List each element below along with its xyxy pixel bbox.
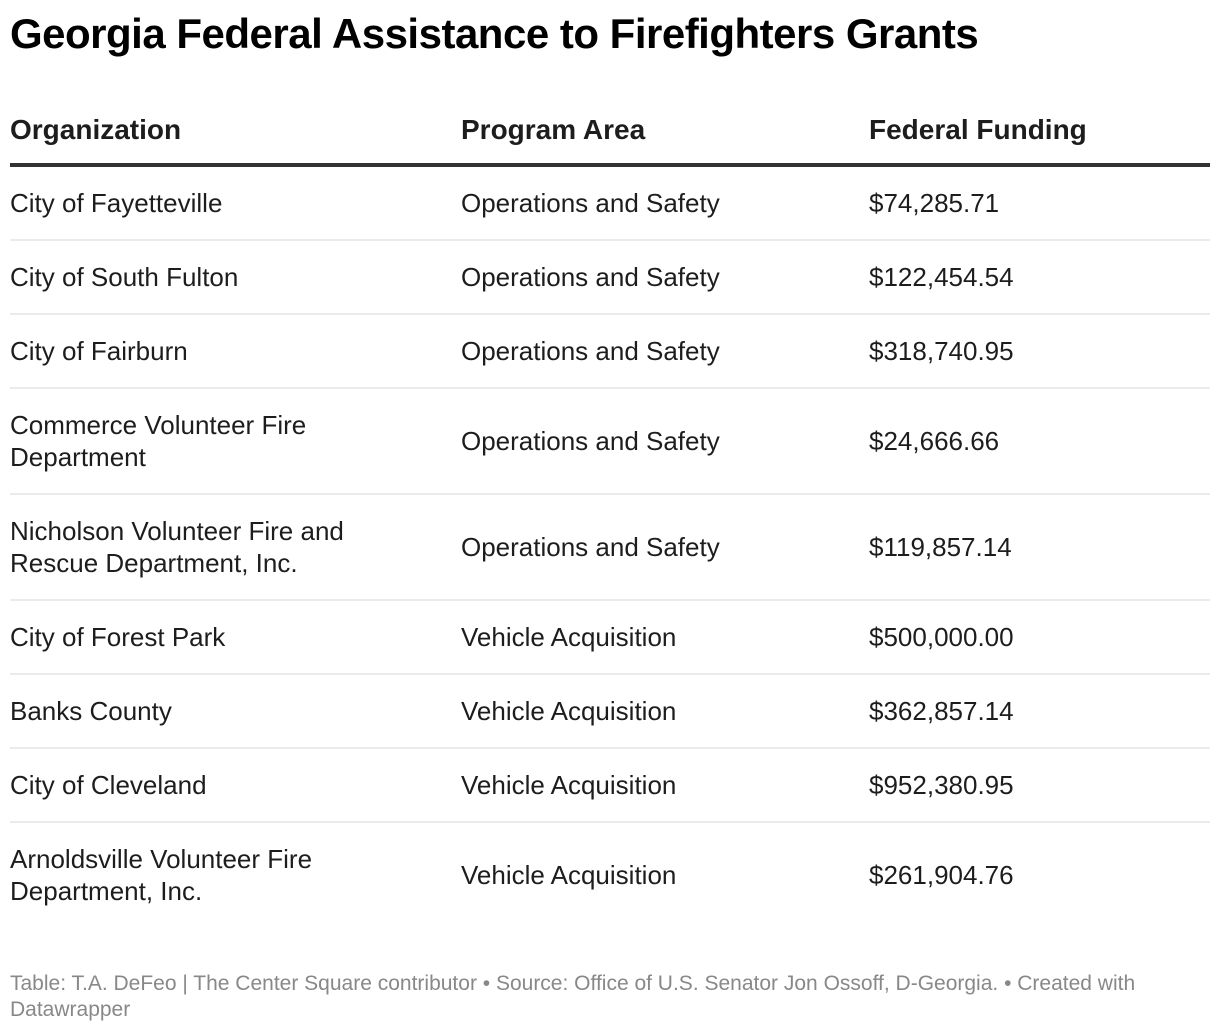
organization-cell: City of Fairburn xyxy=(10,314,461,389)
funding-cell: $261,904.76 xyxy=(869,860,1014,890)
funding-cell: $74,285.71 xyxy=(869,165,1210,241)
organization-cell: City of South Fulton xyxy=(10,240,461,315)
organization-cell: City of Fayetteville xyxy=(10,165,461,241)
program-area-cell: Operations and Safety xyxy=(461,165,869,241)
table-row: Commerce Volunteer Fire Department Opera… xyxy=(10,388,1210,495)
table-header-row: Organization Program Area Federal Fundin… xyxy=(10,105,1210,167)
funding-cell: $318,740.95 xyxy=(869,314,1210,389)
table-row: City of South Fulton Operations and Safe… xyxy=(10,240,1210,315)
program-area-cell: Operations and Safety xyxy=(461,314,869,389)
organization-cell: City of Cleveland xyxy=(10,748,461,823)
program-area-cell: Operations and Safety xyxy=(461,494,869,601)
chart-title: Georgia Federal Assistance to Firefighte… xyxy=(10,10,979,57)
table-row: Arnoldsville Volunteer Fire Department, … xyxy=(10,822,1210,927)
column-header-program-area[interactable]: Program Area xyxy=(461,105,869,167)
funding-cell: $952,380.95 xyxy=(869,748,1210,823)
source-footer: Table: T.A. DeFeo | The Center Square co… xyxy=(10,972,1136,1021)
funding-cell: $122,454.54 xyxy=(869,240,1210,315)
organization-cell: Nicholson Volunteer Fire and Rescue Depa… xyxy=(10,494,461,601)
funding-cell: $119,857.14 xyxy=(869,494,1210,601)
grants-table: Organization Program Area Federal Fundin… xyxy=(10,105,1210,927)
organization-cell: Arnoldsville Volunteer Fire Department, … xyxy=(10,844,313,906)
table-row: City of Forest Park Vehicle Acquisition … xyxy=(10,600,1210,675)
column-header-organization[interactable]: Organization xyxy=(10,105,461,167)
program-area-cell: Vehicle Acquisition xyxy=(461,748,869,823)
program-area-cell: Operations and Safety xyxy=(461,388,869,495)
table-row: City of Fayetteville Operations and Safe… xyxy=(10,165,1210,241)
table-row: Nicholson Volunteer Fire and Rescue Depa… xyxy=(10,494,1210,601)
funding-cell: $500,000.00 xyxy=(869,600,1210,675)
program-area-cell: Vehicle Acquisition xyxy=(461,674,869,749)
funding-cell: $24,666.66 xyxy=(869,388,1210,495)
table-row: Banks County Vehicle Acquisition $362,85… xyxy=(10,674,1210,749)
program-area-cell: Operations and Safety xyxy=(461,240,869,315)
column-header-federal-funding[interactable]: Federal Funding xyxy=(869,105,1210,167)
program-area-cell: Vehicle Acquisition xyxy=(461,600,869,675)
table-row: City of Cleveland Vehicle Acquisition $9… xyxy=(10,748,1210,823)
organization-cell: City of Forest Park xyxy=(10,600,461,675)
organization-cell: Banks County xyxy=(10,674,461,749)
organization-cell: Commerce Volunteer Fire Department xyxy=(10,388,461,495)
table-row: City of Fairburn Operations and Safety $… xyxy=(10,314,1210,389)
program-area-cell: Vehicle Acquisition xyxy=(461,860,677,890)
funding-cell: $362,857.14 xyxy=(869,674,1210,749)
